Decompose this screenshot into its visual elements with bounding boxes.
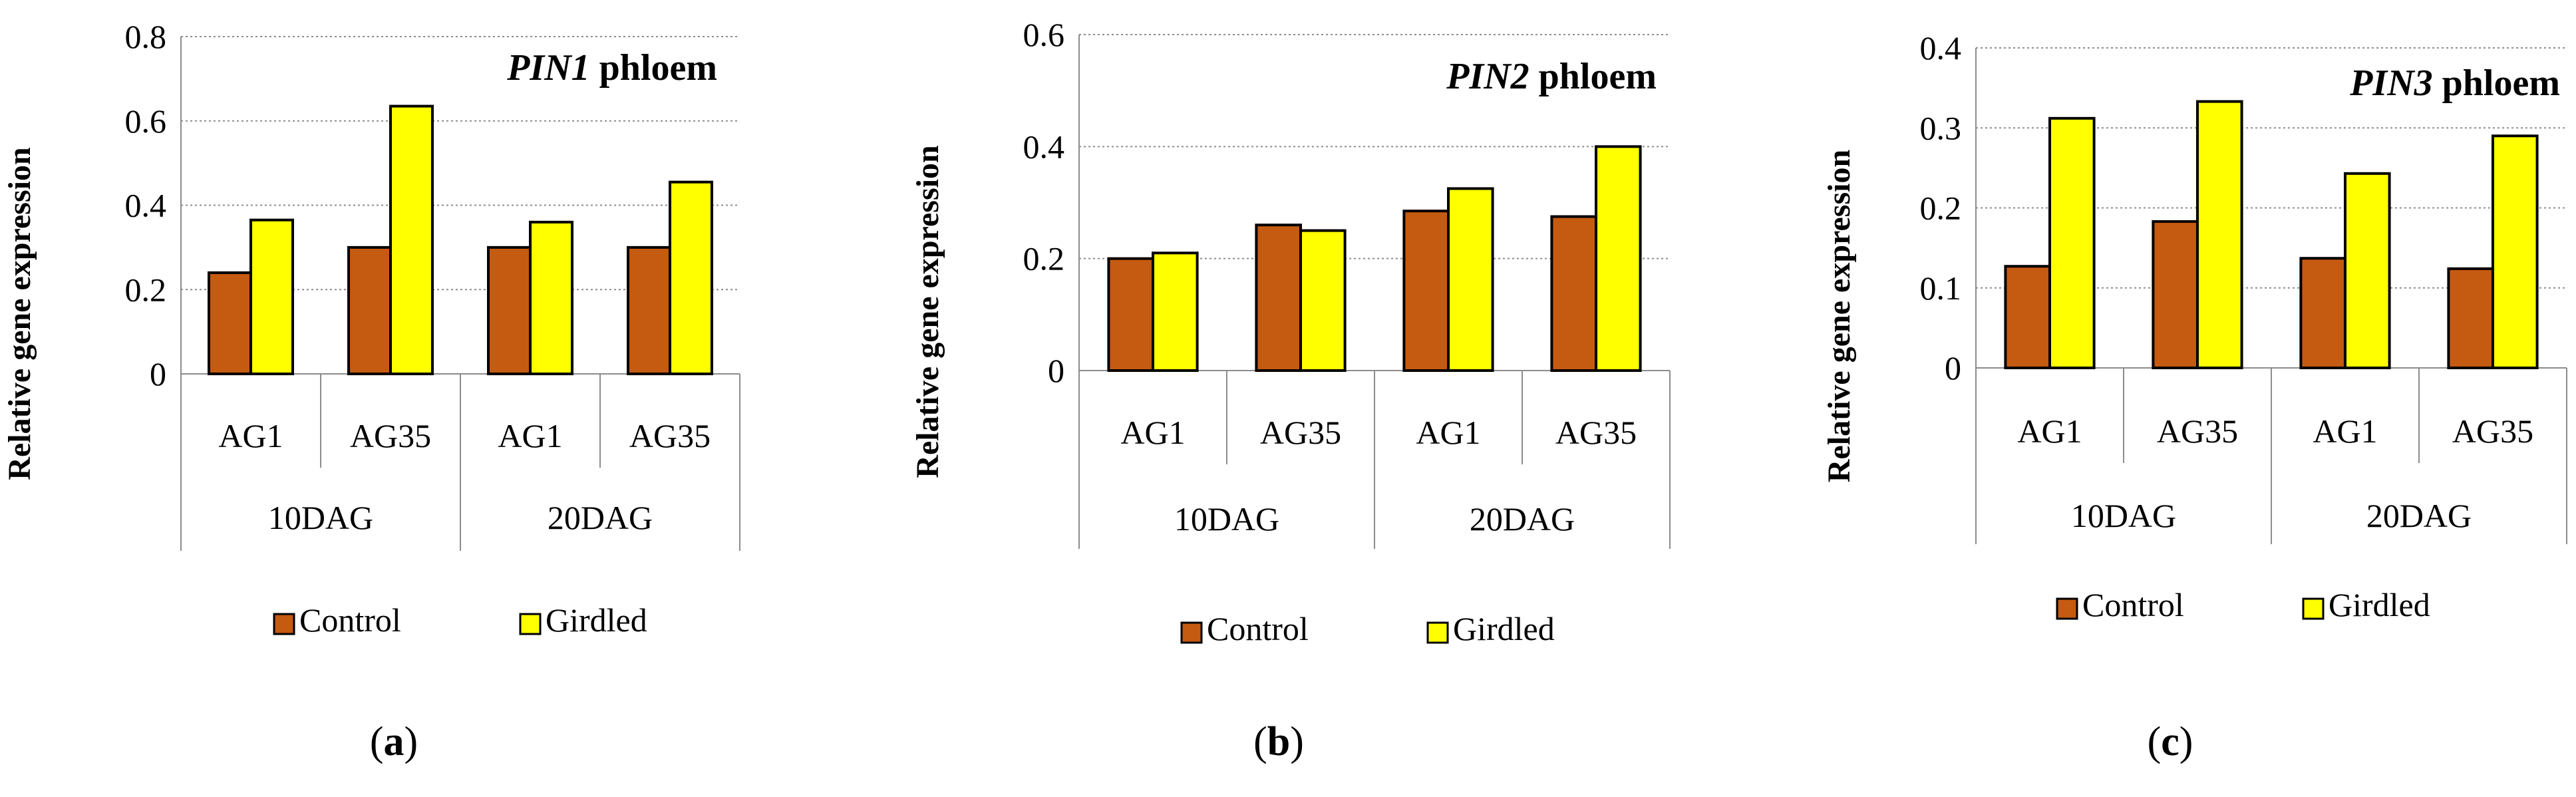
bar-control-4 bbox=[1550, 215, 1597, 372]
y-tick-label: 0.8 bbox=[125, 18, 167, 55]
bar-girdled-2 bbox=[389, 104, 434, 375]
bar-control-3 bbox=[487, 245, 532, 375]
panel-letter: (a) bbox=[370, 719, 418, 764]
panel-letter-open: ( bbox=[2148, 719, 2162, 764]
legend-label-girdled: Girdled bbox=[2329, 586, 2430, 623]
bar-girdled-4 bbox=[669, 180, 713, 375]
y-tick-label: 0 bbox=[150, 355, 166, 393]
panel-letter: (c) bbox=[2148, 719, 2193, 764]
x-category-label: AG1 bbox=[498, 417, 562, 454]
x-category-label: AG35 bbox=[629, 417, 711, 454]
x-category-label: AG1 bbox=[1120, 414, 1185, 451]
chart-title-suffix: phloem bbox=[2433, 63, 2560, 104]
legend-swatch-control bbox=[1180, 621, 1203, 644]
y-tick-label: 0.1 bbox=[1920, 269, 1962, 307]
bar-control-1 bbox=[208, 271, 252, 375]
chart-panel-a: 0 0.2 0.4 0.6 0.8 Relative gene expression AG1… bbox=[2, 18, 740, 764]
chart-title-suffix: phloem bbox=[1530, 56, 1657, 97]
legend-label-control: Control bbox=[299, 601, 401, 639]
bar-control-3 bbox=[2299, 257, 2346, 369]
chart-title: PIN1 phloem bbox=[506, 47, 717, 88]
legend-label-control: Control bbox=[1207, 610, 1309, 647]
legend-label-control: Control bbox=[2082, 586, 2184, 623]
bar-girdled-1 bbox=[2048, 116, 2096, 369]
legend-label-girdled: Girdled bbox=[546, 601, 647, 639]
y-axis-label: Relative gene expression bbox=[2, 147, 37, 480]
bar-control-3 bbox=[1402, 210, 1450, 372]
bar-control-2 bbox=[347, 245, 392, 375]
y-tick-label: 0.6 bbox=[125, 102, 167, 140]
x-group-label: 10DAG bbox=[2071, 497, 2176, 534]
chart-title-gene: PIN2 bbox=[1446, 56, 1529, 97]
chart-title: PIN3 phloem bbox=[2349, 63, 2560, 104]
legend-swatch-girdled bbox=[2302, 597, 2325, 620]
panel-letter-close: ) bbox=[1290, 719, 1304, 764]
bar-control-2 bbox=[1255, 224, 1303, 372]
x-category-label: AG1 bbox=[2313, 412, 2377, 450]
bar-girdled-2 bbox=[1299, 229, 1347, 373]
legend-swatch-control bbox=[2056, 597, 2078, 620]
chart-panel-c: 0 0.1 0.2 0.3 0.4 Relative gene expression AG1… bbox=[1822, 29, 2567, 764]
x-group-label: 10DAG bbox=[1174, 500, 1279, 538]
panel-letter-value: a bbox=[384, 719, 404, 764]
bar-girdled-3 bbox=[529, 220, 573, 375]
x-group-label: 20DAG bbox=[2366, 497, 2472, 534]
bar-girdled-4 bbox=[2492, 134, 2539, 369]
bar-girdled-1 bbox=[249, 218, 294, 375]
bar-girdled-4 bbox=[1595, 145, 1642, 372]
x-category-label: AG1 bbox=[2017, 412, 2082, 450]
y-tick-label: 0 bbox=[1048, 352, 1064, 389]
bar-girdled-3 bbox=[1447, 187, 1494, 372]
bar-control-2 bbox=[2152, 220, 2199, 369]
legend-swatch-girdled bbox=[519, 613, 542, 635]
y-tick-label: 0.4 bbox=[1920, 29, 1962, 67]
bar-control-1 bbox=[1107, 257, 1155, 372]
chart-title-gene: PIN3 bbox=[2349, 63, 2432, 104]
chart-title: PIN2 phloem bbox=[1446, 56, 1657, 97]
panel-letter-open: ( bbox=[1253, 719, 1267, 764]
x-group-label: 20DAG bbox=[548, 499, 653, 536]
bar-girdled-1 bbox=[1152, 251, 1199, 372]
x-category-label: AG1 bbox=[1416, 414, 1480, 451]
bar-control-1 bbox=[2004, 265, 2051, 369]
legend: Control Girdled bbox=[2056, 586, 2430, 623]
x-category-label: AG35 bbox=[1260, 414, 1341, 451]
x-category-label: AG1 bbox=[218, 417, 283, 454]
y-tick-label: 0 bbox=[1945, 349, 1961, 387]
legend-label-girdled: Girdled bbox=[1453, 610, 1555, 647]
x-category-label: AG35 bbox=[1555, 414, 1637, 451]
bar-girdled-3 bbox=[2344, 172, 2391, 369]
legend-swatch-girdled bbox=[1426, 621, 1449, 644]
y-tick-label: 0.2 bbox=[1920, 190, 1962, 227]
legend: Control Girdled bbox=[1180, 610, 1555, 647]
x-category-label: AG35 bbox=[2157, 412, 2238, 450]
y-tick-label: 0.3 bbox=[1920, 109, 1962, 146]
x-group-label: 20DAG bbox=[1470, 500, 1575, 538]
panel-letter: (b) bbox=[1253, 719, 1304, 764]
panel-letter-open: ( bbox=[370, 719, 384, 764]
legend: Control Girdled bbox=[273, 601, 647, 639]
bar-control-4 bbox=[2447, 267, 2494, 370]
panel-letter-value: c bbox=[2161, 719, 2179, 764]
y-axis-label: Relative gene expression bbox=[910, 145, 945, 478]
y-axis-label: Relative gene expression bbox=[1822, 150, 1857, 482]
y-tick-label: 0.2 bbox=[125, 271, 167, 308]
y-tick-label: 0.4 bbox=[125, 187, 167, 224]
panel-letter-value: b bbox=[1267, 719, 1290, 764]
chart-title-suffix: phloem bbox=[590, 47, 717, 88]
bar-control-4 bbox=[627, 245, 671, 375]
chart-title-gene: PIN1 bbox=[506, 47, 589, 88]
y-tick-label: 0.6 bbox=[1023, 16, 1065, 53]
x-category-label: AG35 bbox=[350, 417, 431, 454]
bar-girdled-2 bbox=[2196, 100, 2243, 369]
x-group-label: 10DAG bbox=[268, 499, 373, 536]
x-category-label: AG35 bbox=[2452, 412, 2533, 450]
chart-panel-b: 0 0.2 0.4 0.6 Relative gene expression AG1 AG3… bbox=[910, 16, 1671, 764]
legend-swatch-control bbox=[273, 613, 295, 635]
panel-letter-close: ) bbox=[2179, 719, 2193, 764]
panel-letter-close: ) bbox=[404, 719, 418, 764]
y-tick-label: 0.2 bbox=[1023, 240, 1065, 277]
y-tick-label: 0.4 bbox=[1023, 128, 1065, 165]
